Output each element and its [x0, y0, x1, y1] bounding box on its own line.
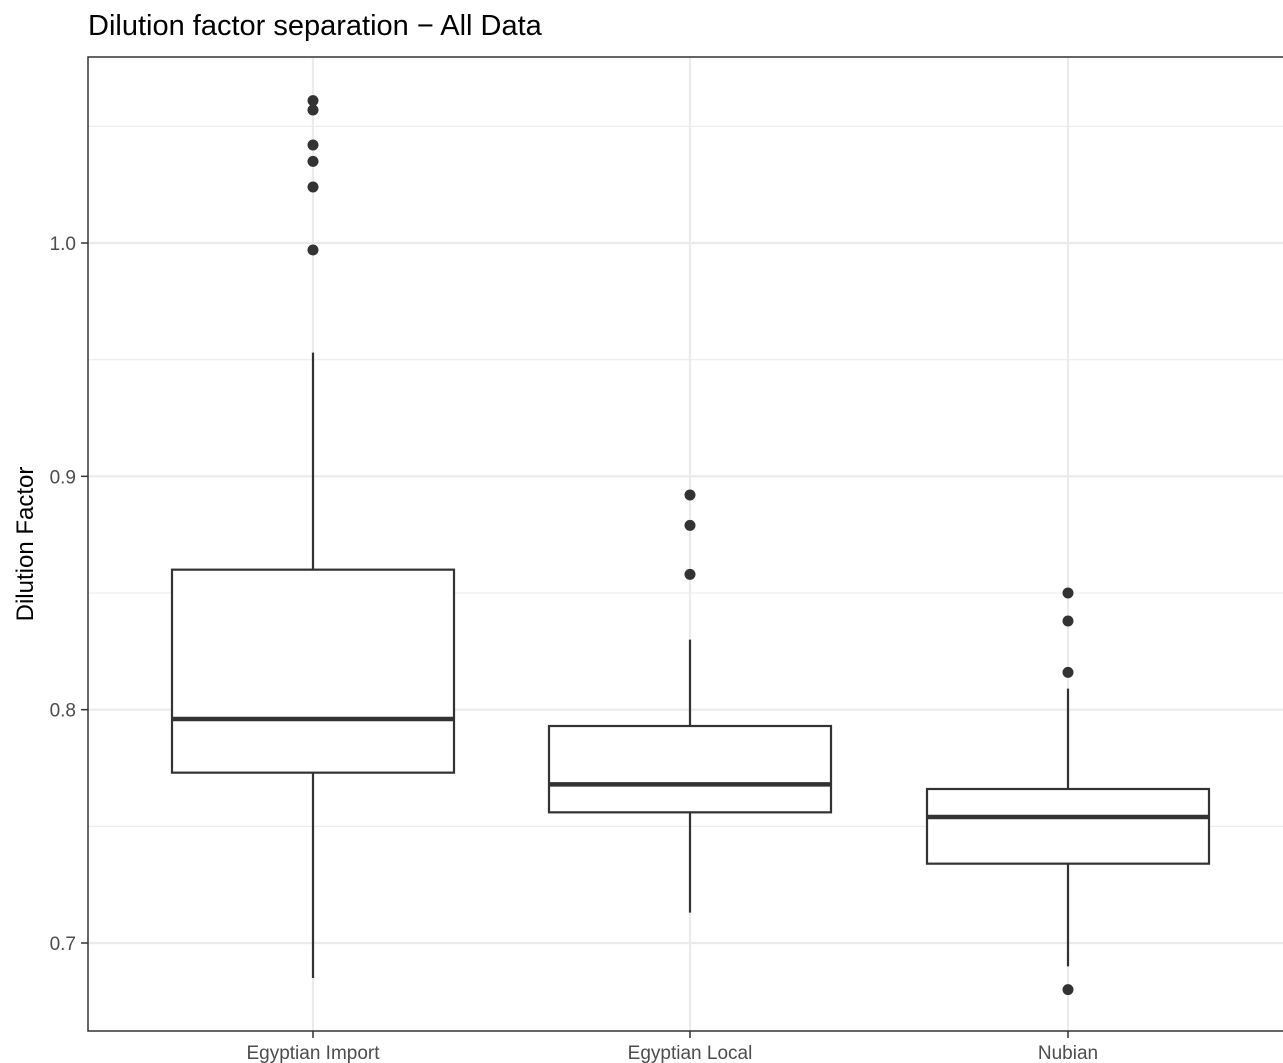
chart-title: Dilution factor separation − All Data: [88, 10, 543, 42]
box-group: [170, 95, 456, 978]
plot-panel-border: [87, 56, 1283, 1032]
box-group: [925, 587, 1211, 996]
outlier-point: [307, 104, 319, 116]
x-tick-label: Nubian: [1038, 1043, 1098, 1063]
outlier-point: [1062, 984, 1074, 996]
boxes: [170, 95, 1211, 996]
grid-lines: [88, 57, 1283, 1031]
outlier-point: [307, 95, 319, 107]
outlier-point: [1062, 615, 1074, 627]
outlier-point: [684, 519, 696, 531]
outlier-point: [307, 139, 319, 151]
y-tick-label: 1.0: [50, 234, 76, 255]
outlier-point: [307, 244, 319, 256]
axes: 0.7 0.8 0.9 1.0 Egyptian Import Egyptian Loca…: [50, 234, 1099, 1063]
box-iqr: [925, 787, 1211, 865]
outlier-point: [307, 181, 319, 193]
y-tick-label: 0.8: [50, 701, 76, 722]
outlier-point: [684, 489, 696, 501]
box-iqr: [170, 568, 456, 774]
outlier-point: [1062, 587, 1074, 599]
outlier-point: [307, 155, 319, 167]
y-tick-label: 0.9: [50, 467, 76, 488]
y-axis-label: Dilution Factor: [12, 467, 39, 622]
x-tick-label: Egyptian Import: [246, 1043, 380, 1063]
box-iqr: [547, 724, 833, 814]
box-group: [547, 489, 833, 913]
outlier-point: [684, 568, 696, 580]
outlier-point: [1062, 666, 1074, 678]
y-tick-label: 0.7: [50, 934, 76, 955]
x-tick-label: Egyptian Local: [628, 1043, 753, 1063]
